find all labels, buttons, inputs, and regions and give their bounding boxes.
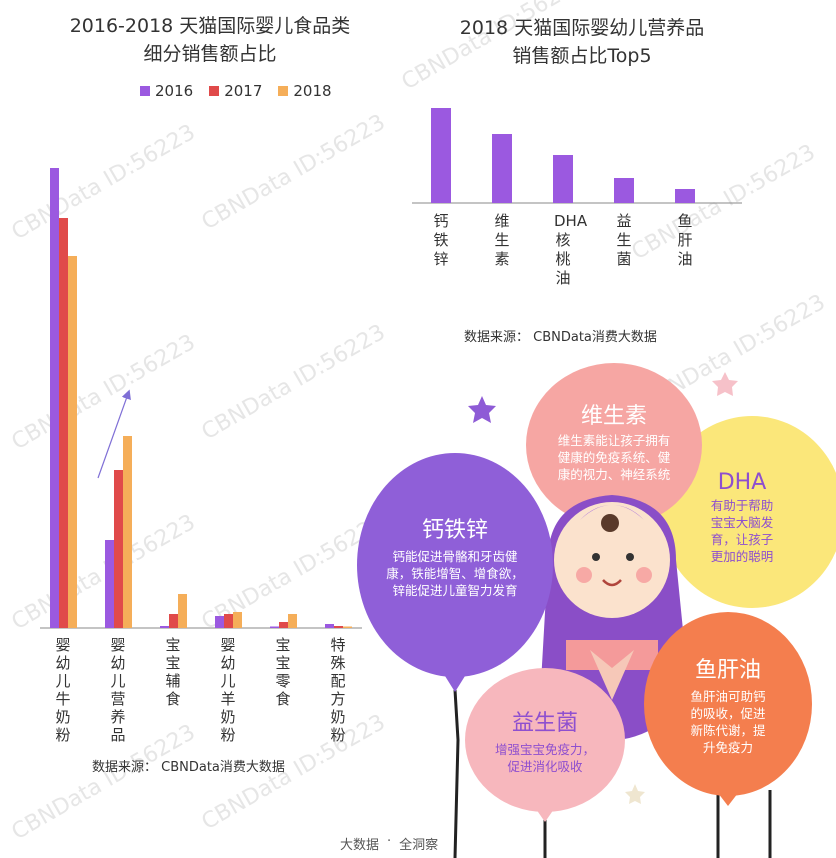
bar-2017-4 bbox=[224, 614, 233, 628]
balloon-probiotic-text: 益生菌 增强宝宝免疫力， 促进消化吸收 bbox=[478, 705, 612, 775]
legend-label: 2016 bbox=[155, 82, 194, 100]
right-category-label: 维生素 bbox=[494, 212, 510, 268]
legend-item-2018: 2018 bbox=[278, 82, 332, 100]
left-bar-chart bbox=[40, 168, 362, 629]
balloon-desc: 增强宝宝免疫力， 促进消化吸收 bbox=[478, 741, 612, 775]
bar-2018-2 bbox=[123, 436, 132, 628]
balloon-cod-liver-oil bbox=[644, 612, 812, 796]
balloon-desc: 钙能促进骨骼和牙齿健 康，铁能增智、增食欲， 锌能促进儿童智力发育 bbox=[370, 548, 540, 599]
balloon-desc-line: 增强宝宝免疫力， bbox=[494, 742, 595, 757]
bar-2018-1 bbox=[68, 256, 77, 628]
right-chart-title-line2: 销售额占比Top5 bbox=[512, 45, 652, 67]
right-category-label: 益生菌 bbox=[616, 212, 632, 268]
balloon-title: 鱼肝油 bbox=[694, 658, 761, 683]
balloon-desc-line: 锌能促进儿童智力发育 bbox=[392, 583, 518, 598]
footer-dot: · bbox=[387, 834, 392, 849]
legend-swatch bbox=[140, 86, 150, 96]
balloon-probiotic bbox=[465, 668, 625, 812]
legend-label: 2017 bbox=[224, 82, 263, 100]
right-chart-title-line1: 2018 天猫国际婴幼儿营养品 bbox=[459, 17, 705, 39]
bar-2018-3 bbox=[178, 594, 187, 628]
star-icon bbox=[468, 396, 496, 423]
balloon-string bbox=[453, 689, 460, 858]
bar-2016-5 bbox=[270, 626, 279, 628]
right-chart-title: 2018 天猫国际婴幼儿营养品 销售额占比Top5 bbox=[412, 14, 752, 70]
left-category-label: 特殊配方奶粉 bbox=[330, 636, 346, 744]
footer: 大数据 · 全洞察 bbox=[340, 834, 438, 853]
balloon-title: 维生素 bbox=[580, 404, 647, 429]
left-chart-title-line2: 细分销售额占比 bbox=[143, 43, 277, 65]
bar-2017-6 bbox=[334, 626, 343, 628]
bar-top5-5 bbox=[675, 189, 695, 203]
bar-top5-1 bbox=[431, 108, 451, 203]
left-category-label: 婴幼儿牛奶粉 bbox=[55, 636, 71, 744]
left-chart-title-line1: 2016-2018 天猫国际婴儿食品类 bbox=[69, 15, 351, 37]
balloon-desc-line: 康的视力、神经系统 bbox=[557, 467, 671, 482]
balloon-desc-line: 鱼肝油可助钙 bbox=[690, 689, 766, 704]
right-category-label: 鱼肝油 bbox=[677, 212, 693, 268]
left-category-label: 婴幼儿营养品 bbox=[110, 636, 126, 744]
footer-right: 全洞察 bbox=[399, 838, 439, 853]
left-chart-legend: 2016 2017 2018 bbox=[140, 82, 332, 100]
balloon-title: DHA bbox=[717, 470, 767, 495]
trend-arrow bbox=[97, 389, 131, 479]
bar-2017-3 bbox=[169, 614, 178, 628]
balloon-desc-line: 健康的免疫系统、健 bbox=[557, 450, 671, 465]
balloon-cod-liver-oil-text: 鱼肝油 鱼肝油可助钙 的吸收，促进 新陈代谢，提 升免疫力 bbox=[672, 652, 784, 756]
star-icon bbox=[712, 372, 738, 396]
balloon-dha bbox=[660, 416, 836, 608]
balloon-calcium-text: 钙铁锌 钙能促进骨骼和牙齿健 康，铁能增智、增食欲， 锌能促进儿童智力发育 bbox=[370, 512, 540, 599]
balloon-desc: 维生素能让孩子拥有 健康的免疫系统、健 康的视力、神经系统 bbox=[539, 432, 689, 483]
balloon-desc-line: 更加的聪明 bbox=[710, 549, 774, 564]
balloon-dha-text: DHA 有助于帮助 宝宝大脑发 育，让孩子 更加的聪明 bbox=[700, 470, 784, 565]
balloon-title: 益生菌 bbox=[511, 711, 578, 736]
right-category-label: 钙铁锌 bbox=[433, 212, 449, 268]
bar-2016-2 bbox=[105, 540, 114, 628]
balloon-desc: 鱼肝油可助钙 的吸收，促进 新陈代谢，提 升免疫力 bbox=[672, 688, 784, 756]
balloon-desc-line: 的吸收，促进 bbox=[690, 706, 766, 721]
bar-2017-5 bbox=[279, 622, 288, 628]
star-icon bbox=[625, 784, 645, 804]
left-chart-source: 数据来源： CBNData消费大数据 bbox=[92, 760, 285, 775]
balloon-vitamins bbox=[526, 363, 702, 527]
legend-item-2017: 2017 bbox=[209, 82, 262, 100]
balloon-desc-line: 钙能促进骨骼和牙齿健 bbox=[392, 549, 518, 564]
bar-2016-1 bbox=[50, 168, 59, 628]
left-category-label: 宝宝零食 bbox=[275, 636, 291, 708]
balloon-title: 钙铁锌 bbox=[421, 518, 488, 543]
footer-left: 大数据 bbox=[340, 838, 380, 853]
bar-2018-5 bbox=[288, 614, 297, 628]
balloon-desc-line: 新陈代谢，提 bbox=[690, 723, 766, 738]
legend-swatch bbox=[209, 86, 220, 96]
balloon-desc-line: 宝宝大脑发 bbox=[710, 515, 774, 530]
bar-2017-2 bbox=[114, 470, 123, 628]
left-category-label: 宝宝辅食 bbox=[165, 636, 181, 708]
bar-top5-2 bbox=[492, 134, 512, 203]
bar-2016-4 bbox=[215, 616, 224, 628]
balloon-desc-line: 康，铁能增智、增食欲， bbox=[386, 566, 524, 581]
left-category-label: 婴幼儿羊奶粉 bbox=[220, 636, 236, 744]
balloon-desc-line: 育，让孩子 bbox=[710, 532, 774, 547]
right-bar-chart bbox=[412, 108, 742, 204]
balloon-desc: 有助于帮助 宝宝大脑发 育，让孩子 更加的聪明 bbox=[700, 497, 784, 565]
balloon-desc-line: 升免疫力 bbox=[702, 740, 753, 755]
bar-top5-4 bbox=[614, 178, 634, 203]
balloon-desc-line: 有助于帮助 bbox=[710, 498, 774, 513]
bar-2018-6 bbox=[343, 626, 352, 628]
bar-2018-4 bbox=[233, 612, 242, 628]
balloon-calcium bbox=[357, 453, 553, 677]
balloon-desc-line: 维生素能让孩子拥有 bbox=[557, 433, 671, 448]
legend-item-2016: 2016 bbox=[140, 82, 193, 100]
right-chart-source: 数据来源： CBNData消费大数据 bbox=[464, 330, 657, 345]
legend-label: 2018 bbox=[293, 82, 332, 100]
bar-2017-1 bbox=[59, 218, 68, 628]
bar-2016-3 bbox=[160, 626, 169, 628]
bar-top5-3 bbox=[553, 155, 573, 203]
bar-2016-6 bbox=[325, 624, 334, 628]
balloon-desc-line: 促进消化吸收 bbox=[507, 759, 583, 774]
left-chart-title: 2016-2018 天猫国际婴儿食品类 细分销售额占比 bbox=[30, 12, 390, 68]
balloon-vitamins-text: 维生素 维生素能让孩子拥有 健康的免疫系统、健 康的视力、神经系统 bbox=[539, 398, 689, 483]
legend-swatch bbox=[278, 86, 289, 96]
